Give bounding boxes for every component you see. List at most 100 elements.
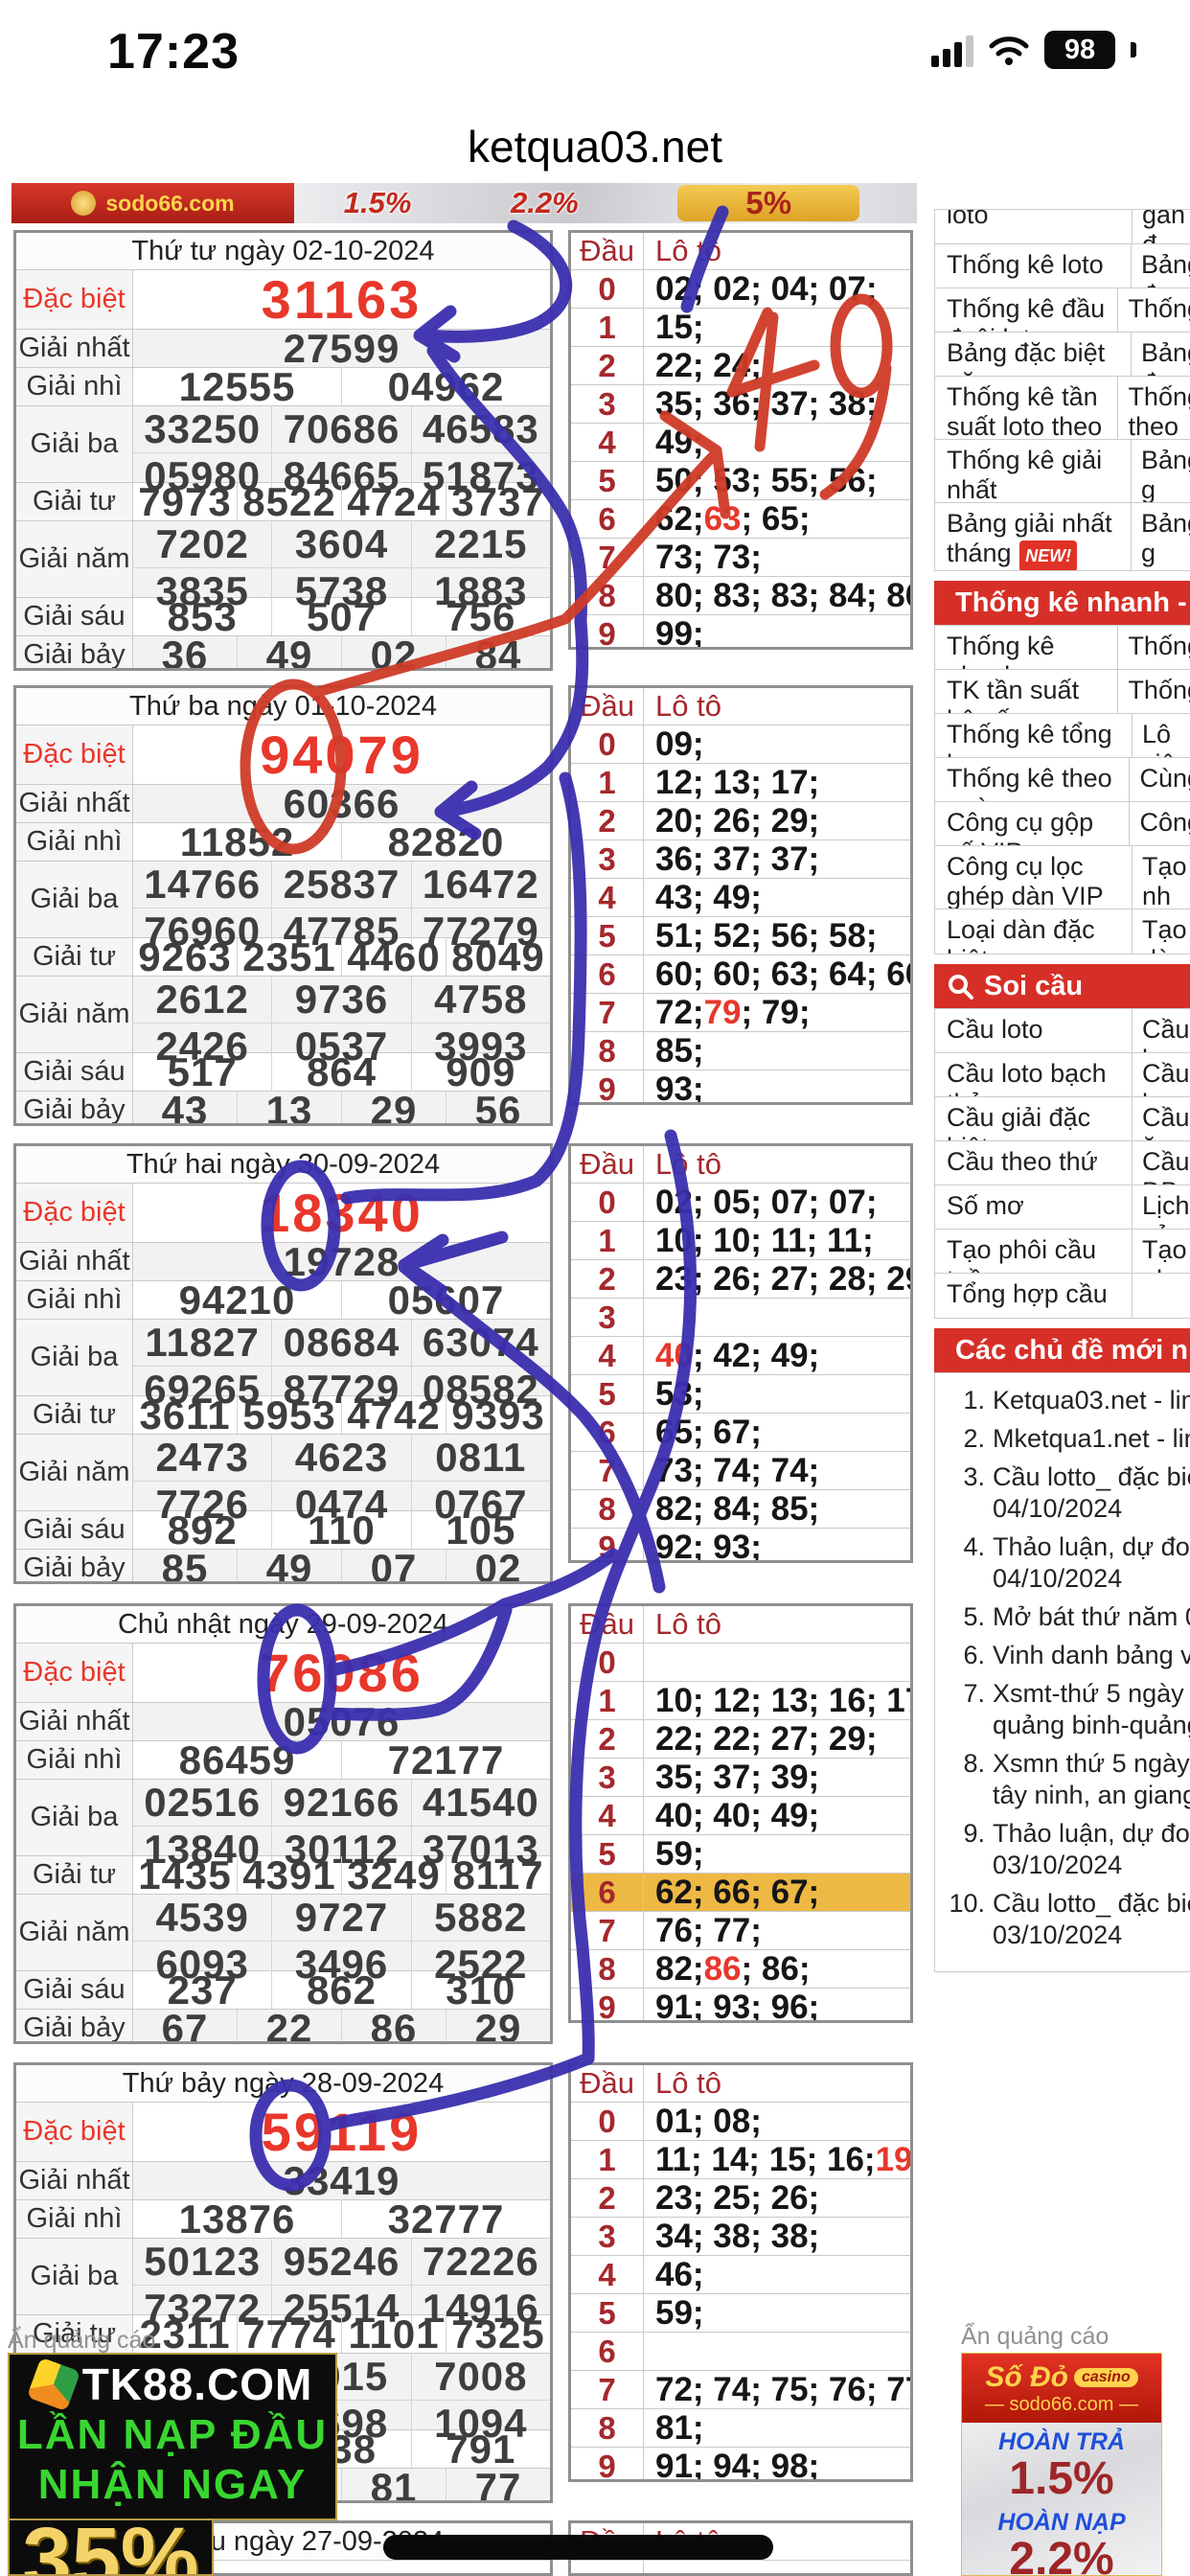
sidebar-row[interactable]: Thống kê tần suất loto theo Đặc BiệtThốn… [935,377,1190,440]
topic-item[interactable]: 7. Xsmt-thứ 5 ngày 03/10/202quảng binh-qu… [935,1678,1190,1741]
topic-text[interactable]: Xsmt-thứ 5 ngày 03/10/202quảng binh-quản… [993,1679,1190,1739]
topic-item[interactable]: 2. Mketqua1.net - link phụ ket [935,1423,1190,1455]
loto-dau-digit: 6 [571,1874,644,1911]
sidebar-link[interactable]: Thống kê đầu đuôi loto [935,288,1119,332]
prize-value: 02 [341,632,446,668]
sidebar-link[interactable]: Bảng g NEW! [1132,440,1190,502]
sidebar-link[interactable]: Tạo dà [1142,915,1187,954]
sidebar-link[interactable]: Thống kê giải nhất [935,440,1132,502]
sidebar-link[interactable]: Cầu ăn [1142,1103,1190,1140]
sidebar-row-clipped[interactable]: loto gan đ [935,210,1190,244]
sidebar-link[interactable]: Tổng hợp cầu [935,1274,1133,1318]
topic-text[interactable]: Ketqua03.net - link mới truy [993,1386,1190,1414]
sidebar-row[interactable]: Cầu giải đặc biệtCầu ăn [935,1097,1190,1141]
sidebar-link[interactable]: loto [935,210,1133,243]
topic-text[interactable]: Mở bát thứ năm 03/10/2024 [993,1602,1190,1631]
topic-text[interactable]: Xsmn thứ 5 ngày 3/10/2024tây ninh, an gi… [993,1749,1190,1809]
topic-item[interactable]: 9. Thảo luận, dự đoán xsmb th03/10/2024 [935,1818,1190,1881]
sidebar-link[interactable]: Cầu loto [935,1009,1133,1052]
sidebar-link[interactable]: Tạo nh biệt [1142,852,1187,909]
sidebar-link[interactable]: Tạo phôi cầu tuần [935,1230,1133,1273]
sidebar-row[interactable]: Thống kê loto ganBảng đ [935,244,1190,288]
sidebar-row[interactable]: TK tần suất bộ số Thống [935,670,1190,714]
sidebar-row[interactable]: Tổng hợp cầu [935,1274,1190,1318]
prize-value: 791 [410,2426,550,2472]
sidebar-link[interactable]: Thống kê loto gan [935,244,1132,288]
prize-label-third: Giải ba [16,1320,133,1395]
sidebar-link[interactable]: gan đ [1142,210,1186,244]
topic-item[interactable]: 6. Vinh danh bảng vàng tháng [935,1640,1190,1671]
topic-text[interactable]: Thảo luận, dự đoán xsmb th04/10/2024 [993,1532,1190,1593]
sidebar-link[interactable]: Thống kê theo ngày [935,758,1131,801]
sidebar-row[interactable]: Thống kê đầu đuôi loto Thống [935,288,1190,333]
sidebar-row[interactable]: Cầu loto bạch thủCầu loạ [935,1053,1190,1097]
topic-text[interactable]: Cầu lotto_ đặc biệt 2d 3d 4d04/10/2024 [993,1462,1190,1523]
sidebar-link[interactable]: Bảng đ [1140,250,1190,288]
sidebar-link[interactable]: TK tần suất bộ số [935,670,1119,713]
sidebar-row[interactable]: Công cụ gộp số VIPCông c [935,802,1190,846]
hide-ad-link-left[interactable]: Ẩn quảng cáo [8,2327,156,2354]
sidebar-header-topics: Các chủ đề mới nhất tr [934,1328,1190,1372]
sidebar-link[interactable]: Thống theo lot [1128,382,1190,440]
sidebar-row[interactable]: Thống kê nhanh Thống [935,626,1190,670]
topic-item[interactable]: 5. Mở bát thứ năm 03/10/2024 [935,1601,1190,1633]
sidebar-link[interactable]: Bảng g NEW! [1132,503,1190,570]
topic-text[interactable]: Thảo luận, dự đoán xsmb th03/10/2024 [993,1819,1190,1879]
prize-label-seventh: Giải bảy [16,2010,133,2041]
prize-row-third: Giải ba 33250 70686 46583 05980 84665 51873 [16,405,550,499]
top-banner-ad[interactable]: sodo66.com 1.5% 2.2% 5% [11,183,917,223]
topic-item[interactable]: 1. Ketqua03.net - link mới truy [935,1385,1190,1416]
sidebar-link[interactable]: Lịch sử [1142,1191,1190,1229]
topic-item[interactable]: 8. Xsmn thứ 5 ngày 3/10/2024tây ninh, an … [935,1748,1190,1811]
tk88-ad-bonus[interactable]: 35% [8,2520,214,2576]
sidebar-row[interactable]: Loại dàn đặc biệtTạo dà [935,909,1190,954]
topic-item[interactable]: 4. Thảo luận, dự đoán xsmb th04/10/2024 [935,1531,1190,1595]
sidebar-row[interactable]: Tạo phôi cầu tuầnTạo ph [935,1230,1190,1274]
sidebar-link[interactable]: Lô xiên [1142,720,1190,757]
sidebar-link[interactable]: Cầu loạ [1142,1059,1190,1096]
sidebar-link[interactable]: Tạo ph [1142,1235,1187,1273]
topic-item[interactable]: 3. Cầu lotto_ đặc biệt 2d 3d 4d04/10/2024 [935,1461,1190,1525]
sidebar-link[interactable]: Thống [1128,676,1190,704]
sodo-ad[interactable]: Số Đỏ casino — sodo66.com — HOÀN TRẢ 1.5… [961,2353,1162,2576]
sidebar-link[interactable]: Bảng đặc biệt năm [935,333,1132,376]
sidebar-link[interactable]: Loại dàn đặc biệt [935,909,1133,954]
sidebar-header-quick-stats: Thống kê nhanh - Công [934,581,1190,625]
sidebar-link[interactable]: Thống kê nhanh [935,626,1119,669]
sidebar-link[interactable]: Bảng đ [1140,338,1190,376]
sidebar-row[interactable]: Thống kê theo ngàyCùng q [935,758,1190,802]
sidebar-link[interactable]: Thống [1128,294,1190,323]
sidebar-link[interactable]: Cầu loto bạch thủ [935,1053,1133,1096]
sidebar-link[interactable]: Cầu loạ [1142,1015,1190,1052]
sidebar-link[interactable]: Cầu giải đặc biệt [935,1097,1133,1140]
sidebar-link[interactable]: Bảng giải nhất tháng NEW! [935,503,1132,570]
topic-text[interactable]: Mketqua1.net - link phụ ket [993,1424,1190,1453]
tk88-ad[interactable]: TK88.COM LẦN NẠP ĐẦU NHẬN NGAY [8,2353,337,2520]
sidebar-link[interactable]: Thống kê tổng hợp [935,714,1133,757]
sidebar-link[interactable]: Công cụ lọc ghép dàn VIP [935,846,1133,908]
sidebar-link[interactable]: Số mơ [935,1185,1133,1229]
prize-values-column: 4539 9727 5882 6093 3496 2522 [133,1895,550,1988]
prize-values-column: 50123 95246 72226 73272 25514 14916 [133,2239,550,2332]
sidebar-link[interactable] [1133,1274,1190,1318]
topic-item[interactable]: 10. Cầu lotto_ đặc biệt 2d 3d 4d03/10/202… [935,1888,1190,1951]
hide-ad-link-right[interactable]: Ẩn quảng cáo [961,2323,1110,2350]
sidebar-link[interactable]: Công cụ gộp số VIP [935,802,1131,845]
sidebar-link[interactable]: Công c [1139,808,1190,845]
sidebar-link[interactable]: Cùng q [1139,764,1190,801]
sidebar-link[interactable]: Thống [1128,632,1190,660]
topic-text[interactable]: Vinh danh bảng vàng tháng [993,1641,1190,1669]
sidebar-link[interactable]: Cầu theo thứ [935,1141,1133,1184]
sidebar-row[interactable]: Bảng đặc biệt nămBảng đ [935,333,1190,377]
sidebar-row[interactable]: Thống kê tổng hợpLô xiên [935,714,1190,758]
prize-label-second: Giải nhì [16,1281,133,1319]
sidebar-link[interactable]: Cầu ĐB [1142,1147,1190,1184]
sidebar-row[interactable]: Bảng giải nhất tháng NEW!Bảng g NEW! [935,503,1190,570]
sidebar-link[interactable]: Thống kê tần suất loto theo Đặc Biệt [935,377,1119,439]
topic-text[interactable]: Cầu lotto_ đặc biệt 2d 3d 4d03/10/2024 [993,1889,1190,1949]
